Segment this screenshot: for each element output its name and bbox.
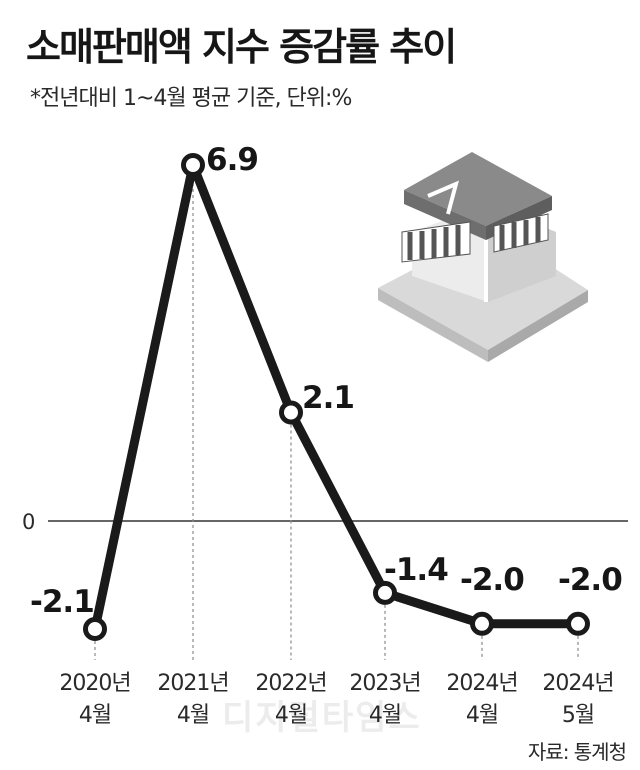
data-point <box>181 153 205 177</box>
data-label: -1.4 <box>384 552 448 588</box>
x-tick-label: 4월 <box>369 703 401 728</box>
x-tick-label: 4월 <box>466 703 498 728</box>
zero-axis-label: 0 <box>22 510 35 534</box>
x-tick-label: 2020년 <box>59 671 130 696</box>
x-axis-tick-labels: 2020년 4월 2021년 4월 2022년 4월 2023년 4월 2024년 4월 2024년… <box>59 671 614 728</box>
store-illustration <box>378 152 588 362</box>
chart-title: 소매판매액 지수 증감률 추이 <box>26 25 457 69</box>
watermark: 디지털타임스 <box>222 698 422 738</box>
x-tick-label: 4월 <box>177 703 209 728</box>
x-tick-label: 2022년 <box>255 671 326 696</box>
x-tick-label: 2021년 <box>157 671 228 696</box>
x-tick-label: 2023년 <box>349 671 420 696</box>
chart-subtitle: *전년대비 1~4월 평균 기준, 단위:% <box>30 86 352 111</box>
data-label: 6.9 <box>206 142 258 178</box>
data-point <box>470 611 494 636</box>
category-guides <box>94 177 579 660</box>
data-point <box>566 611 590 636</box>
data-label: -2.1 <box>30 584 94 620</box>
series-markers <box>83 153 590 641</box>
x-tick-label: 4월 <box>79 703 111 728</box>
data-label: 2.1 <box>302 380 354 416</box>
data-point <box>279 400 303 425</box>
x-tick-label: 2024년 <box>446 671 517 696</box>
x-tick-label: 5월 <box>562 703 594 728</box>
data-label: -2.0 <box>558 562 622 598</box>
x-tick-label: 2024년 <box>542 671 613 696</box>
series-line <box>90 160 583 634</box>
data-point <box>373 580 397 605</box>
source-note: 자료: 통계청 <box>527 740 627 764</box>
data-labels: -2.1 6.9 2.1 -1.4 -2.0 -2.0 <box>30 142 623 620</box>
data-point <box>83 617 107 641</box>
x-tick-label: 4월 <box>275 703 307 728</box>
data-label: -2.0 <box>460 562 524 598</box>
